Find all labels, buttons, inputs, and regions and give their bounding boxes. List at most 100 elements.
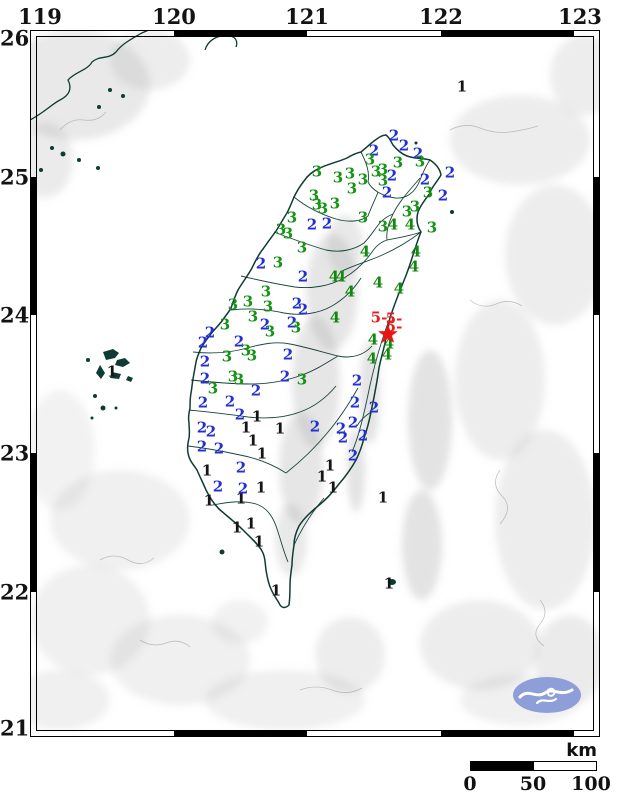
intensity-marker-2: 2 bbox=[306, 215, 318, 234]
intensity-marker-1: 1 bbox=[253, 532, 265, 551]
intensity-marker-4: 4 bbox=[393, 279, 405, 298]
intensity-marker-4: 4 bbox=[383, 334, 395, 353]
intensity-marker-3: 3 bbox=[329, 194, 341, 213]
intensity-marker-3: 3 bbox=[272, 253, 284, 272]
intensity-marker-2: 2 bbox=[197, 393, 209, 412]
intensity-marker-1: 1 bbox=[324, 456, 336, 475]
epicenter-star-icon: ★ bbox=[376, 319, 400, 349]
intensity-marker-2: 2 bbox=[357, 426, 369, 445]
intensity-marker-3: 3 bbox=[260, 282, 272, 301]
intensity-marker-5-: 5- bbox=[385, 317, 403, 336]
intensity-marker-4: 4 bbox=[329, 308, 341, 327]
scalebar-bar bbox=[470, 761, 597, 771]
intensity-marker-1: 1 bbox=[251, 407, 263, 426]
intensity-marker-2: 2 bbox=[398, 136, 410, 155]
intensity-marker-1: 1 bbox=[383, 574, 395, 593]
intensity-marker-2: 2 bbox=[237, 479, 249, 498]
intensity-marker-3: 3 bbox=[233, 370, 245, 389]
intensity-marker-3: 3 bbox=[264, 322, 276, 341]
axis-tick-lat-24: 24 bbox=[0, 302, 30, 328]
intensity-marker-1: 1 bbox=[377, 488, 389, 507]
intensity-marker-2: 2 bbox=[297, 300, 309, 319]
intensity-marker-3: 3 bbox=[290, 318, 302, 337]
intensity-marker-2: 2 bbox=[351, 371, 363, 390]
intensity-marker-3: 3 bbox=[296, 238, 308, 257]
intensity-marker-2: 2 bbox=[309, 417, 321, 436]
axis-tick-lon-121: 121 bbox=[285, 4, 329, 29]
intensity-marker-3: 3 bbox=[221, 347, 233, 366]
intensity-marker-2: 2 bbox=[250, 381, 262, 400]
intensity-marker-3: 3 bbox=[370, 162, 382, 181]
intensity-marker-2: 2 bbox=[381, 183, 393, 202]
intensity-marker-4: 4 bbox=[372, 273, 384, 292]
intensity-marker-2: 2 bbox=[368, 141, 380, 160]
intensity-marker-3: 3 bbox=[308, 186, 320, 205]
intensity-marker-3: 3 bbox=[240, 341, 252, 360]
scalebar-unit-label: km bbox=[566, 740, 597, 761]
intensity-marker-4: 4 bbox=[387, 215, 399, 234]
scalebar-tick-100: 100 bbox=[571, 773, 611, 795]
intensity-marker-1: 1 bbox=[247, 431, 259, 450]
intensity-marker-2: 2 bbox=[388, 126, 400, 145]
intensity-marker-1: 1 bbox=[316, 467, 328, 486]
intensity-marker-2: 2 bbox=[337, 428, 349, 447]
intensity-marker-2: 2 bbox=[199, 369, 211, 388]
intensity-marker-4: 4 bbox=[367, 330, 379, 349]
intensity-marker-3: 3 bbox=[262, 297, 274, 316]
intensity-marker-1: 1 bbox=[270, 581, 282, 600]
intensity-marker-4: 4 bbox=[359, 242, 371, 261]
intensity-marker-3: 3 bbox=[401, 202, 413, 221]
intensity-marker-3: 3 bbox=[247, 307, 259, 326]
intensity-marker-3: 3 bbox=[246, 346, 258, 365]
intensity-marker-3: 3 bbox=[296, 370, 308, 389]
intensity-marker-2: 2 bbox=[282, 345, 294, 364]
intensity-marker-4: 4 bbox=[410, 242, 422, 261]
intensity-marker-5-: 5- bbox=[385, 309, 403, 328]
map-frame bbox=[30, 30, 600, 737]
intensity-marker-3: 3 bbox=[377, 160, 389, 179]
intensity-marker-3: 3 bbox=[422, 183, 434, 202]
intensity-marker-4: 4 bbox=[344, 282, 356, 301]
intensity-marker-4: 4 bbox=[381, 345, 393, 364]
scalebar-tick-0: 0 bbox=[463, 773, 477, 795]
intensity-marker-3: 3 bbox=[409, 197, 421, 216]
intensity-marker-3: 3 bbox=[219, 315, 231, 334]
intensity-marker-1: 1 bbox=[256, 444, 268, 463]
intensity-marker-3: 3 bbox=[317, 199, 329, 218]
intensity-marker-2: 2 bbox=[233, 332, 245, 351]
intensity-marker-2: 2 bbox=[437, 186, 449, 205]
intensity-marker-3: 3 bbox=[357, 208, 369, 227]
intensity-marker-2: 2 bbox=[259, 315, 271, 334]
axis-tick-lon-122: 122 bbox=[419, 4, 463, 29]
intensity-marker-3: 3 bbox=[286, 208, 298, 227]
axis-tick-lon-119: 119 bbox=[18, 4, 62, 29]
intensity-marker-1: 1 bbox=[231, 518, 243, 537]
axis-tick-lat-22: 22 bbox=[0, 579, 30, 605]
cwb-logo bbox=[513, 677, 581, 713]
intensity-marker-2: 2 bbox=[212, 477, 224, 496]
intensity-marker-1: 1 bbox=[245, 514, 257, 533]
intensity-marker-3: 3 bbox=[392, 153, 404, 172]
intensity-marker-3: 3 bbox=[344, 164, 356, 183]
intensity-marker-2: 2 bbox=[444, 163, 456, 182]
axis-tick-lat-26: 26 bbox=[0, 25, 30, 51]
intensity-marker-2: 2 bbox=[419, 170, 431, 189]
intensity-marker-3: 3 bbox=[332, 168, 344, 187]
penghu-islands bbox=[86, 349, 133, 420]
intensity-marker-2: 2 bbox=[349, 393, 361, 412]
intensity-marker-3: 3 bbox=[311, 195, 323, 214]
intensity-marker-2: 2 bbox=[204, 323, 216, 342]
intensity-marker-2: 2 bbox=[197, 333, 209, 352]
intensity-marker-1: 1 bbox=[235, 489, 247, 508]
intensity-marker-3: 3 bbox=[227, 367, 239, 386]
intensity-marker-4: 4 bbox=[408, 257, 420, 276]
offshore-islets bbox=[39, 88, 125, 172]
intensity-marker-2: 2 bbox=[255, 254, 267, 273]
intensity-marker-3: 3 bbox=[227, 295, 239, 314]
taiwan-coastline bbox=[186, 134, 442, 609]
axis-tick-lon-123: 123 bbox=[558, 4, 602, 29]
intensity-marker-2: 2 bbox=[291, 294, 303, 313]
intensity-marker-1: 1 bbox=[274, 419, 286, 438]
intensity-marker-3: 3 bbox=[414, 152, 426, 171]
intensity-marker-3: 3 bbox=[346, 179, 358, 198]
